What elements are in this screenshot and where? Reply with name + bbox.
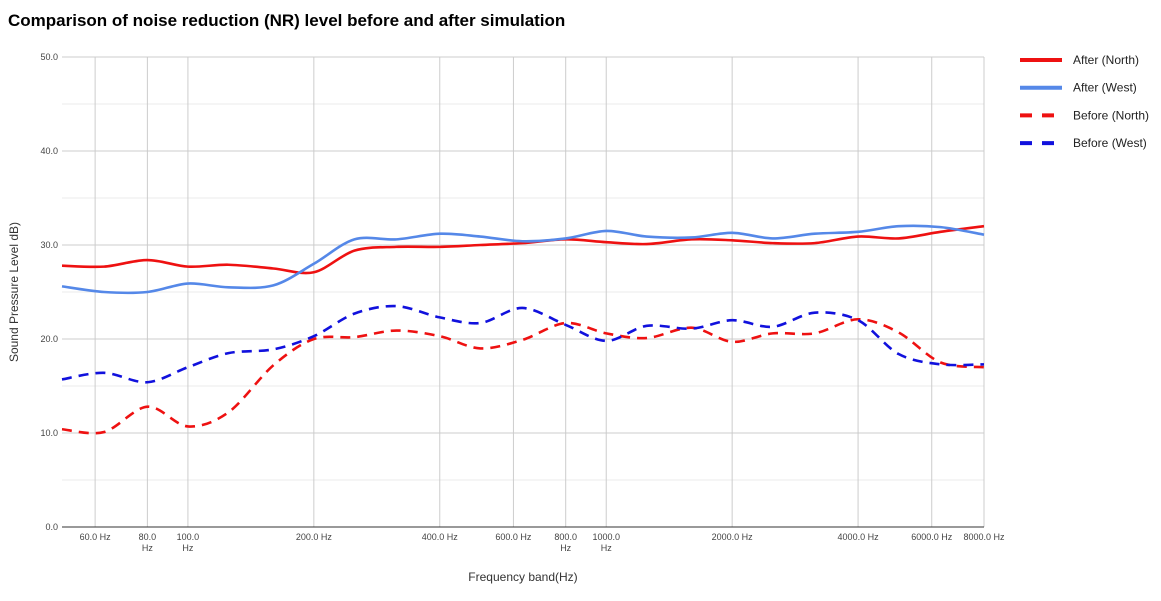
x-tick-label: 4000.0 Hz <box>838 532 880 542</box>
x-tick-label: 60.0 Hz <box>80 532 112 542</box>
y-tick-label: 50.0 <box>40 52 58 62</box>
axis-layer: Frequency band(Hz) Sound Pressure Level … <box>7 222 984 584</box>
series-line-before-north <box>61 317 985 435</box>
x-tick-label: 6000.0 Hz <box>911 532 953 542</box>
legend-label-after-north: After (North) <box>1073 53 1139 67</box>
series-line-after-west <box>61 224 985 295</box>
series-line-before-west <box>61 304 985 384</box>
y-tick-label: 20.0 <box>40 334 58 344</box>
y-tick-label: 30.0 <box>40 240 58 250</box>
series-line-after-north <box>61 224 985 275</box>
x-tick-label: 800.0 Hz <box>554 532 577 553</box>
x-tick-label: 400.0 Hz <box>422 532 459 542</box>
y-tick-label: 10.0 <box>40 428 58 438</box>
x-tick-label: 600.0 Hz <box>495 532 532 542</box>
x-tick-label: 1000.0 Hz <box>592 532 620 553</box>
x-tick-label: 8000.0 Hz <box>963 532 1005 542</box>
legend-label-after-west: After (West) <box>1073 81 1137 95</box>
legend: After (North) After (West) Before (North) B… <box>1020 53 1149 150</box>
grid-layer: 0.0 10.0 20.0 30.0 40.0 50.0 60.0 Hz 80.0 Hz 100.… <box>40 52 1005 553</box>
y-axis-title: Sound Pressure Level dB) <box>7 222 21 362</box>
x-tick-label: 2000.0 Hz <box>712 532 754 542</box>
y-tick-label: 40.0 <box>40 146 58 156</box>
legend-label-before-west: Before (West) <box>1073 136 1147 150</box>
series-layer <box>61 224 985 435</box>
legend-label-before-north: Before (North) <box>1073 108 1149 122</box>
x-axis-title: Frequency band(Hz) <box>468 570 577 584</box>
x-tick-label: 80.0 Hz <box>139 532 157 553</box>
chart-title: Comparison of noise reduction (NR) level… <box>8 11 566 30</box>
x-tick-label: 200.0 Hz <box>296 532 333 542</box>
x-tick-label: 100.0 Hz <box>177 532 200 553</box>
y-tick-label: 0.0 <box>45 522 58 532</box>
